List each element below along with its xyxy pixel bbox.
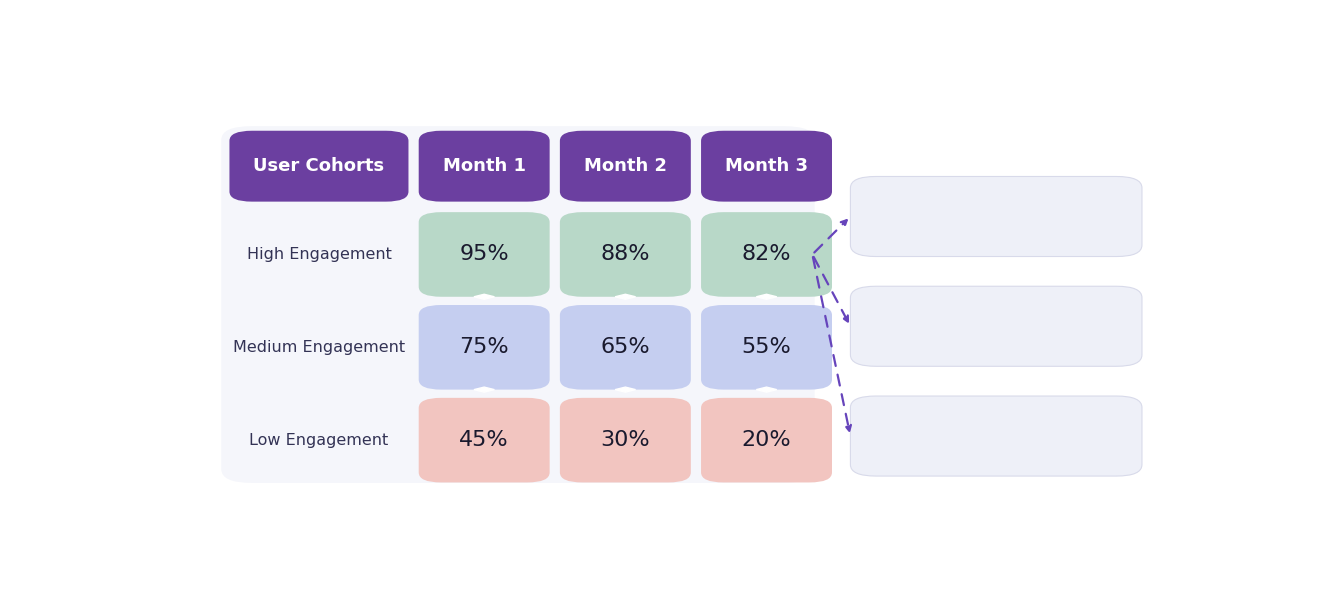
Text: 45%: 45% bbox=[459, 430, 510, 450]
FancyBboxPatch shape bbox=[850, 396, 1142, 476]
Text: Low Engagement: Low Engagement bbox=[249, 432, 388, 448]
Text: 95%: 95% bbox=[459, 245, 510, 264]
Text: User Cohorts: User Cohorts bbox=[253, 157, 384, 175]
FancyBboxPatch shape bbox=[418, 398, 549, 482]
Text: 30%: 30% bbox=[601, 430, 651, 450]
Text: 75%: 75% bbox=[459, 337, 510, 358]
Text: Month 2: Month 2 bbox=[583, 157, 667, 175]
Text: Month 1: Month 1 bbox=[442, 157, 525, 175]
Polygon shape bbox=[615, 387, 636, 392]
Text: 82%: 82% bbox=[742, 245, 791, 264]
FancyBboxPatch shape bbox=[560, 212, 690, 297]
FancyBboxPatch shape bbox=[850, 286, 1142, 366]
Text: Month 3: Month 3 bbox=[725, 157, 808, 175]
Text: Medium Engagement: Medium Engagement bbox=[232, 340, 405, 355]
FancyBboxPatch shape bbox=[418, 131, 549, 201]
FancyBboxPatch shape bbox=[701, 305, 832, 390]
Polygon shape bbox=[756, 294, 776, 299]
Polygon shape bbox=[756, 387, 776, 392]
Text: High Engagement: High Engagement bbox=[247, 247, 392, 262]
FancyBboxPatch shape bbox=[560, 131, 690, 201]
FancyBboxPatch shape bbox=[701, 398, 832, 482]
Text: 65%: 65% bbox=[601, 337, 651, 358]
FancyBboxPatch shape bbox=[850, 176, 1142, 257]
FancyBboxPatch shape bbox=[222, 126, 814, 483]
FancyBboxPatch shape bbox=[701, 212, 832, 297]
FancyBboxPatch shape bbox=[418, 305, 549, 390]
FancyBboxPatch shape bbox=[418, 212, 549, 297]
Text: 88%: 88% bbox=[601, 245, 649, 264]
Polygon shape bbox=[474, 387, 495, 392]
Text: 20%: 20% bbox=[742, 430, 791, 450]
Polygon shape bbox=[474, 294, 495, 299]
FancyBboxPatch shape bbox=[560, 398, 690, 482]
FancyBboxPatch shape bbox=[560, 305, 690, 390]
Text: 55%: 55% bbox=[742, 337, 792, 358]
FancyBboxPatch shape bbox=[701, 131, 832, 201]
FancyBboxPatch shape bbox=[230, 131, 408, 201]
Polygon shape bbox=[615, 294, 636, 299]
